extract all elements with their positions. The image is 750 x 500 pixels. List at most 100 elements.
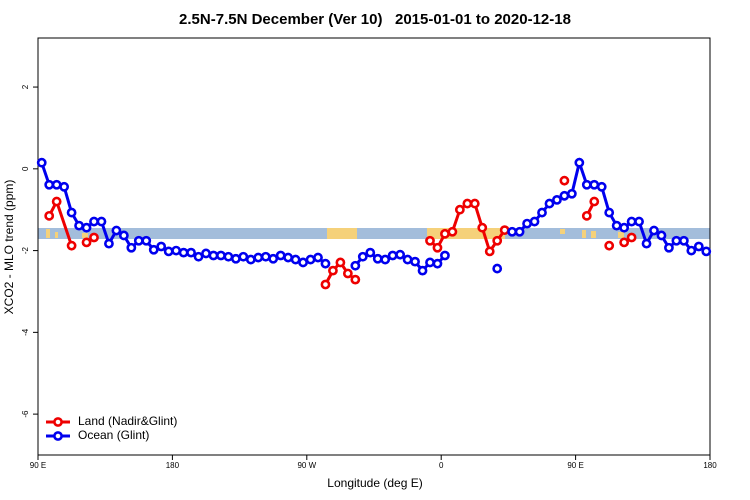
plot-frame: [37, 37, 711, 456]
x-tick-label: 90 E: [567, 461, 583, 470]
point: [581, 179, 592, 190]
y-tick-label: 0: [21, 166, 30, 171]
point: [320, 258, 331, 269]
point: [440, 250, 450, 261]
point: [335, 257, 346, 268]
point: [148, 244, 159, 255]
point: [641, 238, 652, 249]
y-tick-label: -4: [21, 328, 30, 336]
point: [432, 258, 443, 269]
y-tick-label: -2: [21, 246, 30, 254]
point: [44, 179, 55, 190]
point: [425, 235, 435, 246]
point: [552, 194, 562, 205]
point: [163, 246, 174, 257]
point: [559, 190, 570, 201]
land-patch: [582, 230, 586, 238]
point: [604, 240, 615, 251]
point: [350, 274, 361, 285]
point: [245, 254, 256, 265]
x-axis-label: Longitude (deg E): [327, 476, 422, 490]
point: [193, 251, 204, 262]
point: [104, 238, 114, 249]
point: [387, 250, 398, 261]
x-tick-label: 180: [703, 461, 717, 470]
point: [507, 226, 518, 237]
point: [283, 252, 294, 263]
point: [365, 247, 376, 258]
point: [425, 257, 435, 268]
point: [372, 253, 383, 264]
point: [59, 181, 70, 192]
point: [380, 254, 391, 265]
point: [492, 235, 503, 246]
point: [51, 179, 62, 190]
land-patch: [591, 231, 596, 238]
point: [671, 235, 682, 246]
point: [201, 248, 211, 259]
point: [440, 228, 450, 239]
point: [514, 226, 525, 237]
point: [395, 249, 406, 260]
point: [320, 279, 331, 290]
point: [626, 232, 637, 243]
point: [537, 207, 547, 218]
point: [275, 250, 286, 261]
point: [469, 198, 480, 209]
land-patch: [560, 229, 565, 234]
point: [156, 241, 167, 252]
point: [328, 265, 338, 276]
point: [634, 216, 644, 227]
legend-marker: [53, 431, 63, 441]
point: [604, 207, 615, 218]
point: [298, 257, 308, 268]
point: [649, 225, 659, 236]
legend-label: Ocean (Glint): [78, 428, 149, 442]
point: [596, 181, 607, 192]
point: [268, 253, 279, 264]
point: [230, 253, 241, 264]
point: [701, 246, 712, 257]
point: [313, 252, 323, 263]
point: [357, 251, 368, 262]
point: [619, 222, 630, 233]
point: [619, 237, 630, 248]
surface-band: [38, 228, 710, 239]
point: [118, 230, 129, 241]
point: [216, 250, 226, 261]
point: [574, 157, 585, 168]
point: [529, 216, 540, 227]
land-patch: [427, 228, 505, 239]
point: [581, 210, 592, 221]
point: [290, 254, 301, 265]
point: [171, 245, 182, 256]
point: [417, 265, 428, 276]
legend-marker: [53, 417, 63, 427]
point: [611, 220, 622, 231]
point: [477, 222, 488, 233]
point: [238, 251, 249, 262]
point: [126, 242, 137, 253]
land-patch: [618, 232, 624, 238]
x-tick-label: 180: [166, 461, 180, 470]
point: [686, 245, 697, 256]
point: [678, 235, 689, 246]
point: [253, 252, 264, 263]
point: [89, 216, 99, 227]
ocean-band: [38, 228, 710, 239]
point: [51, 196, 62, 207]
chart-title: 2.5N-7.5N December (Ver 10) 2015-01-01 t…: [179, 11, 571, 28]
x-tick-label: 0: [439, 461, 444, 470]
point: [664, 242, 674, 253]
point: [186, 247, 196, 258]
point: [350, 260, 361, 271]
point: [544, 198, 555, 209]
y-axis-label: XCO2 - MLO trend (ppm): [2, 180, 16, 315]
point: [410, 256, 420, 267]
point: [44, 210, 55, 221]
point: [208, 250, 219, 261]
point: [342, 268, 353, 279]
point: [133, 235, 144, 246]
point: [66, 240, 77, 251]
x-tick-label: 90 E: [30, 461, 46, 470]
